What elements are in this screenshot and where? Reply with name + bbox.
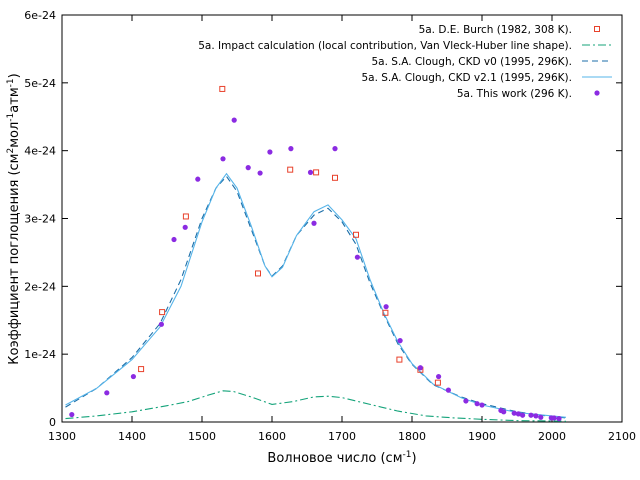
data-series [65, 85, 567, 422]
impact-calculation-line [65, 390, 567, 422]
legend-marker-square [594, 26, 600, 32]
this-work-data-point [474, 401, 480, 407]
this-work-data-point [267, 149, 273, 155]
burch-data-point [396, 356, 403, 363]
x-tick-label: 2100 [608, 430, 636, 443]
this-work-data-point [231, 117, 237, 123]
burch-data-point [138, 366, 145, 373]
y-tick-label: 3e-24 [24, 213, 56, 226]
burch-data-point [353, 231, 359, 238]
this-work-data-point [311, 220, 317, 226]
this-work-data-point [551, 415, 557, 421]
ckd-v0-line [65, 175, 567, 419]
x-axis-label: Волновое число (см-1) [267, 450, 416, 466]
this-work-data-point [104, 390, 110, 396]
this-work-data-point [397, 338, 403, 344]
y-tick-label: 2e-24 [24, 280, 56, 293]
this-work-data-point [257, 170, 263, 176]
this-work-data-point [182, 224, 188, 230]
this-work-data-point [556, 416, 562, 422]
this-work-data-point [245, 165, 251, 171]
legend-entry-label: 5a. D.E. Burch (1982, 308 K). [419, 24, 572, 36]
legend-entry-label: 5a. S.A. Clough, CKD v0 (1995, 296K). [371, 56, 572, 68]
burch-data-point [287, 166, 294, 173]
this-work-data-point [501, 409, 507, 415]
this-work-data-point [538, 414, 544, 420]
x-tick-label: 1700 [328, 430, 356, 443]
legend-entry-label: 5a. S.A. Clough, CKD v2.1 (1995, 296K). [361, 72, 572, 84]
this-work-data-point [515, 411, 522, 417]
this-work-data-point [69, 411, 75, 418]
burch-data-point [159, 309, 166, 316]
burch-data-point [332, 174, 338, 181]
this-work-data-point [354, 254, 360, 260]
this-work-data-point [445, 387, 451, 393]
this-work-data-point [195, 176, 201, 182]
this-work-data-point [479, 402, 485, 408]
x-tick-label: 1400 [118, 430, 146, 443]
burch-data-point [182, 213, 189, 220]
y-tick-label: 1e-24 [24, 348, 56, 361]
burch-data-point [255, 270, 261, 277]
this-work-data-point [520, 412, 526, 418]
legend-entry-label: 5a. Impact calculation (local contributi… [198, 40, 572, 52]
this-work-data-point [383, 304, 389, 310]
this-work-data-point [528, 412, 534, 418]
this-work-data-point [171, 236, 177, 243]
burch-data-point [382, 309, 389, 316]
burch-data-point [434, 379, 441, 386]
this-work-data-point [463, 398, 469, 404]
x-tick-label: 1800 [398, 430, 426, 443]
this-work-data-point [511, 410, 517, 416]
burch-data-point [219, 85, 226, 92]
this-work-data-point [288, 146, 294, 152]
this-work-data-point [332, 146, 338, 152]
y-tick-label: 5e-24 [24, 77, 56, 90]
x-tick-label: 1600 [258, 430, 286, 443]
ckd-v21-line [65, 172, 567, 418]
y-tick-label: 0 [49, 416, 56, 429]
this-work-data-point [417, 365, 423, 371]
x-tick-label: 1900 [468, 430, 496, 443]
this-work-data-point [533, 413, 539, 419]
y-axis-label: Коэффициент поглощения (см2мол-1атм-1) [6, 73, 22, 364]
legend: 5a. D.E. Burch (1982, 308 K). 5a. Impact … [198, 24, 612, 100]
this-work-data-point [436, 373, 442, 380]
this-work-data-point [307, 169, 314, 175]
this-work-data-point [158, 321, 164, 327]
axis-ticks: 1300 1400 1500 1600 1700 1800 1900 2000 2100 0 1e-… [24, 9, 636, 443]
this-work-data-point [220, 156, 226, 162]
x-tick-label: 1500 [188, 430, 216, 443]
this-work-data-point [130, 373, 136, 380]
y-tick-label: 4e-24 [24, 145, 56, 158]
x-tick-label: 1300 [48, 430, 76, 443]
x-tick-label: 2000 [538, 430, 566, 443]
y-tick-label: 6e-24 [24, 9, 56, 22]
burch-data-point [313, 169, 320, 176]
legend-entry-label: 5a. This work (296 K). [457, 88, 572, 100]
legend-marker-circle [594, 90, 600, 96]
